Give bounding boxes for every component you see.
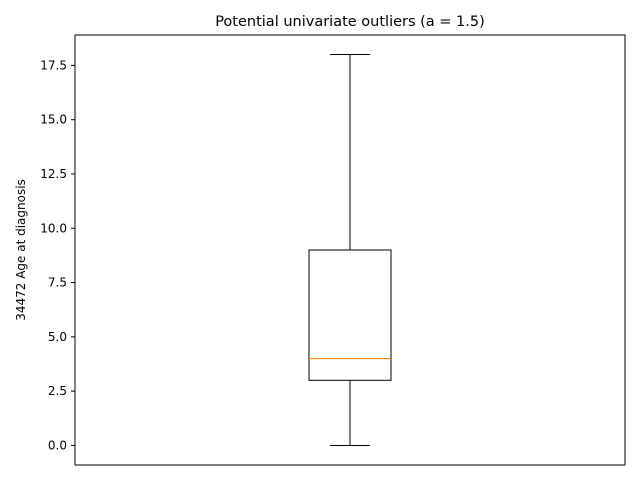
y-axis-label: 34472 Age at diagnosis xyxy=(14,179,28,321)
y-tick-label: 12.5 xyxy=(40,167,67,181)
y-tick-label: 17.5 xyxy=(40,58,67,72)
interquartile-box xyxy=(308,249,392,381)
y-tick-label: 10.0 xyxy=(40,221,67,235)
boxplot xyxy=(308,54,392,446)
y-tick-label: 5.0 xyxy=(48,330,67,344)
y-tick-label: 2.5 xyxy=(48,384,67,398)
y-tick-label: 7.5 xyxy=(48,276,67,290)
plot-area-frame xyxy=(74,34,626,466)
y-tick-label: 0.0 xyxy=(48,438,67,452)
y-axis: 0.0 2.5 5.0 7.5 10.0 12.5 15.0 17.5 xyxy=(40,58,75,452)
y-tick-label: 15.0 xyxy=(40,113,67,127)
chart-title: Potential univariate outliers (a = 1.5) xyxy=(215,14,485,30)
